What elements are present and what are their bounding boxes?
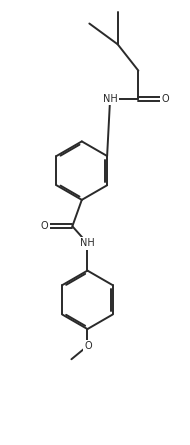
Text: NH: NH — [103, 94, 117, 104]
Text: O: O — [85, 341, 92, 351]
Text: O: O — [161, 94, 169, 104]
Text: O: O — [41, 221, 48, 231]
Text: NH: NH — [80, 238, 95, 248]
